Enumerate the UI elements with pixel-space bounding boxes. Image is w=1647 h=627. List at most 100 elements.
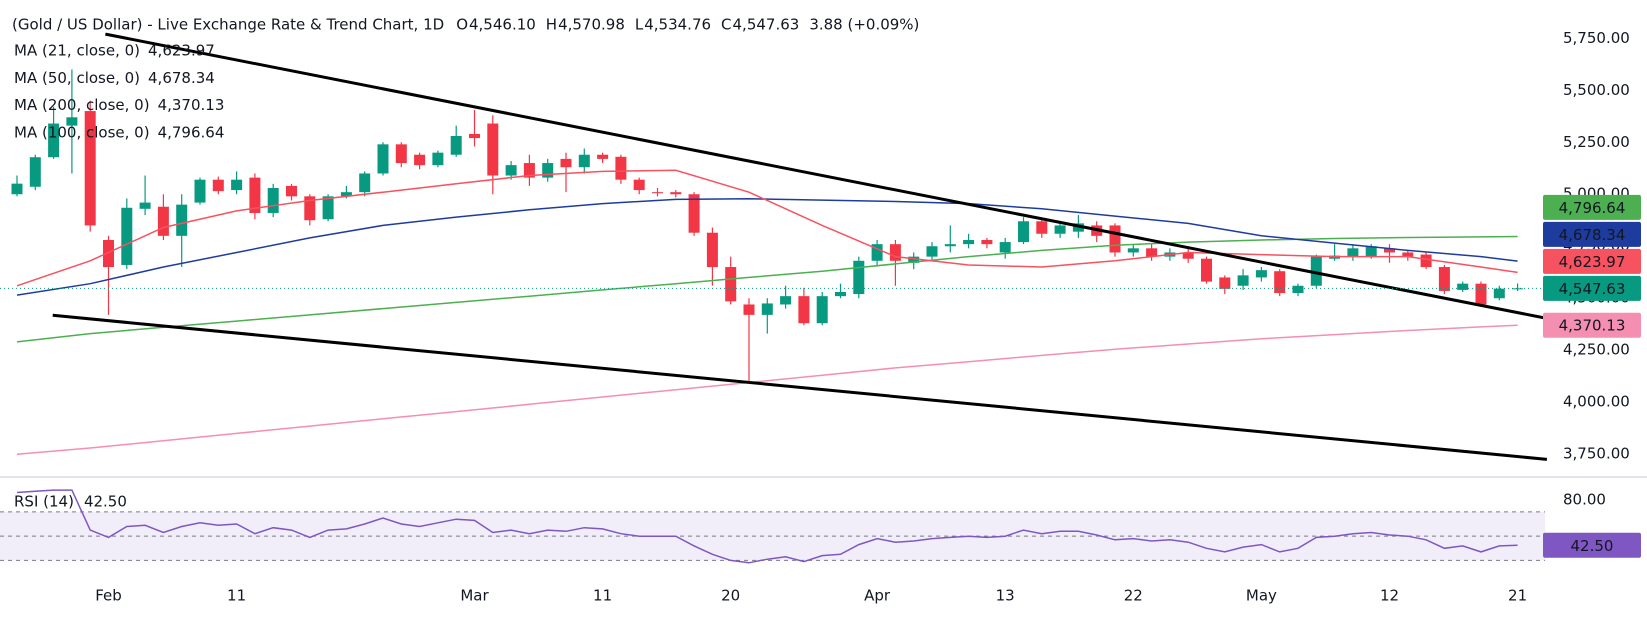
candle-body [340,192,352,197]
candle-body [871,244,883,261]
ohlc-value: 4,546.10 [469,16,536,34]
candle-body [725,267,737,302]
legend-name: MA (200, close, 0) [14,96,150,114]
candle-body [688,194,700,233]
legend-name: MA (100, close, 0) [14,123,150,141]
candle-body [1365,246,1377,257]
axis-tag [1543,194,1641,220]
axis-tag [1543,248,1641,274]
axis-tag-label: 4,370.13 [1559,317,1626,335]
candle-body [395,144,407,164]
candle-body [542,163,554,178]
candle-body [1146,248,1158,257]
x-tick-label: 21 [1508,587,1527,605]
candle-body [853,260,865,295]
candle-body [414,154,426,166]
candle-body [1457,283,1469,290]
candle-body [505,165,517,176]
candle-body [633,179,645,191]
candle-body [1054,225,1066,234]
axis-tag [1543,275,1641,301]
candle-body [231,179,243,191]
candle-body [798,296,810,324]
ohlc-key: C [721,16,731,34]
moving-average-line [16,169,1518,287]
candle-body [359,173,371,193]
x-tick-label: 22 [1124,587,1143,605]
candle-body [889,244,901,261]
axis-tag-label: 4,623.97 [1559,253,1626,271]
candle-body [1109,225,1121,253]
candle-body [1018,221,1029,243]
candle-body [1402,252,1414,257]
candle-body [322,196,334,220]
candle-body [377,144,389,174]
y-tick-label: 5,750.00 [1563,29,1630,47]
axis-tag [1543,221,1641,247]
candle-body [1237,275,1249,286]
trendline [105,32,1548,320]
candle-body [103,240,114,268]
x-tick-label: 11 [593,587,612,605]
candle-body [597,154,609,159]
candle-body [999,242,1011,253]
ohlc-value: 4,547.63 [733,16,800,34]
candle-body [48,123,60,158]
candle-body [670,192,682,195]
axis-tag-label: 42.50 [1571,537,1614,555]
candle-body [157,206,169,236]
candle-body [1347,248,1359,257]
rsi-tick-label: 80.00 [1563,490,1606,508]
candle-body [780,296,792,305]
candle-body [1274,271,1286,294]
trendline [52,313,1548,461]
candle-body [1182,252,1194,259]
candle-body [249,177,261,213]
candle-body [761,303,773,315]
x-tick-label: 13 [996,587,1015,605]
candle-body [615,156,627,180]
candles [11,69,1524,382]
rsi-legend-value: 42.50 [84,493,127,511]
candle-body [450,136,462,155]
candle-body [523,163,535,178]
candle-body [286,185,297,197]
rsi-legend-name: RSI (14) [14,493,74,511]
legend-value: 4,623.97 [148,42,215,60]
candle-body [267,188,279,213]
moving-average-line [16,324,1518,455]
candle-body [1493,288,1505,299]
candle-body [139,202,151,209]
candle-body [981,240,993,245]
candle-body [487,123,499,176]
candle-body [194,179,206,203]
x-tick-label: 11 [227,587,246,605]
legend-name: MA (21, close, 0) [14,42,140,60]
axis-tag-label: 4,796.64 [1559,199,1626,217]
rsi-line [16,489,1518,564]
candle-body [432,152,444,166]
candle-body [469,133,480,139]
candle-body [176,204,188,236]
candle-body [926,246,938,257]
chart-title: (Gold / US Dollar) - Live Exchange Rate … [12,16,444,34]
candle-body [1201,258,1212,282]
x-tick-label: 12 [1380,587,1399,605]
x-tick-label: Mar [460,587,489,605]
candle-body [963,240,975,245]
x-tick-label: Apr [864,587,891,605]
candle-body [908,256,920,263]
candle-body [560,158,572,168]
candle-body [1438,267,1450,291]
candle-body [1292,285,1304,294]
y-tick-label: 4,000.00 [1563,393,1630,411]
ohlc-value: 4,534.76 [644,16,711,34]
candle-body [1384,248,1395,253]
candle-body [66,117,78,126]
price-change: 3.88 (+0.09%) [809,16,919,34]
candle-body [1127,248,1139,253]
candle-body [84,111,96,226]
candle-body [944,244,956,247]
legend-value: 4,370.13 [158,96,225,114]
candle-body [212,179,224,192]
